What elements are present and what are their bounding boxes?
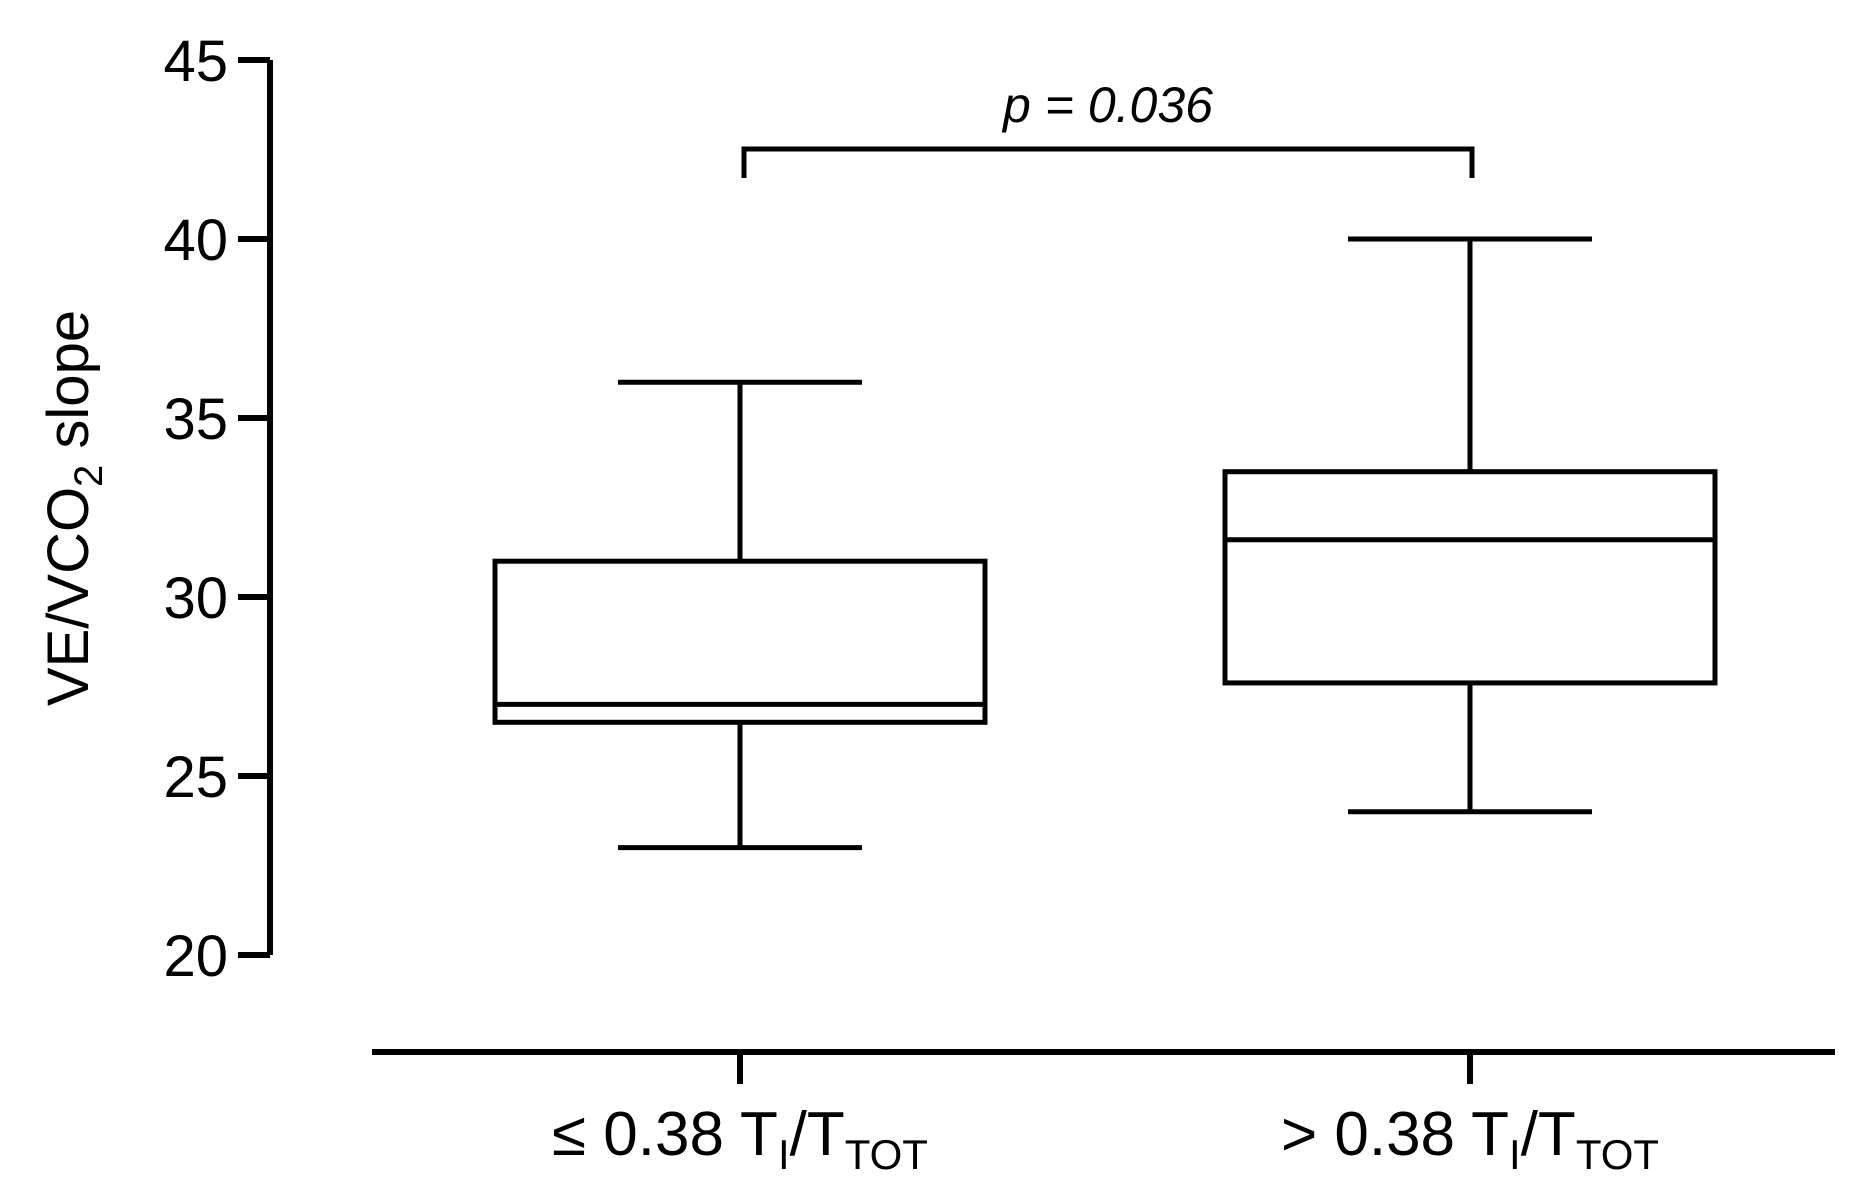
cat1-sub2: TOT bbox=[845, 1131, 928, 1178]
box-group-1 bbox=[492, 379, 988, 851]
y-tick-label: 40 bbox=[163, 208, 228, 273]
significance-bracket: p = 0.036 bbox=[741, 77, 1475, 178]
x-category-label-1: ≤ 0.38 TI/TTOT bbox=[552, 1100, 928, 1178]
bracket-line bbox=[741, 146, 1475, 178]
cat2-sub2: TOT bbox=[1576, 1131, 1659, 1178]
y-tick-label: 35 bbox=[163, 387, 228, 452]
y-axis: 20 25 30 35 40 45 bbox=[163, 29, 273, 989]
box-group-2 bbox=[1222, 236, 1718, 815]
y-ticks: 20 25 30 35 40 45 bbox=[163, 29, 270, 989]
y-tick-label: 25 bbox=[163, 745, 228, 810]
y-axis-label-main: VE/VCO bbox=[36, 487, 101, 706]
cat2-mid: /T bbox=[1521, 1100, 1576, 1169]
p-value-annotation: p = 0.036 bbox=[1001, 77, 1213, 133]
x-category-label-2: > 0.38 TI/TTOT bbox=[1281, 1100, 1659, 1178]
y-tick-label: 45 bbox=[163, 29, 228, 94]
x-axis: ≤ 0.38 TI/TTOT > 0.38 TI/TTOT bbox=[372, 1049, 1835, 1178]
y-tick-label: 30 bbox=[163, 566, 228, 631]
iqr-box bbox=[1222, 469, 1718, 686]
boxes bbox=[492, 236, 1718, 851]
y-axis-label-sub: 2 bbox=[67, 465, 111, 487]
iqr-box bbox=[492, 558, 988, 725]
cat1-prefix: ≤ 0.38 T bbox=[552, 1100, 778, 1169]
cat2-sub1: I bbox=[1509, 1131, 1521, 1178]
cat1-sub1: I bbox=[778, 1131, 790, 1178]
cat1-mid: /T bbox=[790, 1100, 845, 1169]
y-tick-label: 20 bbox=[163, 924, 228, 989]
cat2-prefix: > 0.38 T bbox=[1281, 1100, 1509, 1169]
y-axis-label-rest: slope bbox=[36, 310, 101, 465]
y-axis-label: VE/VCO2 slope bbox=[36, 310, 111, 706]
